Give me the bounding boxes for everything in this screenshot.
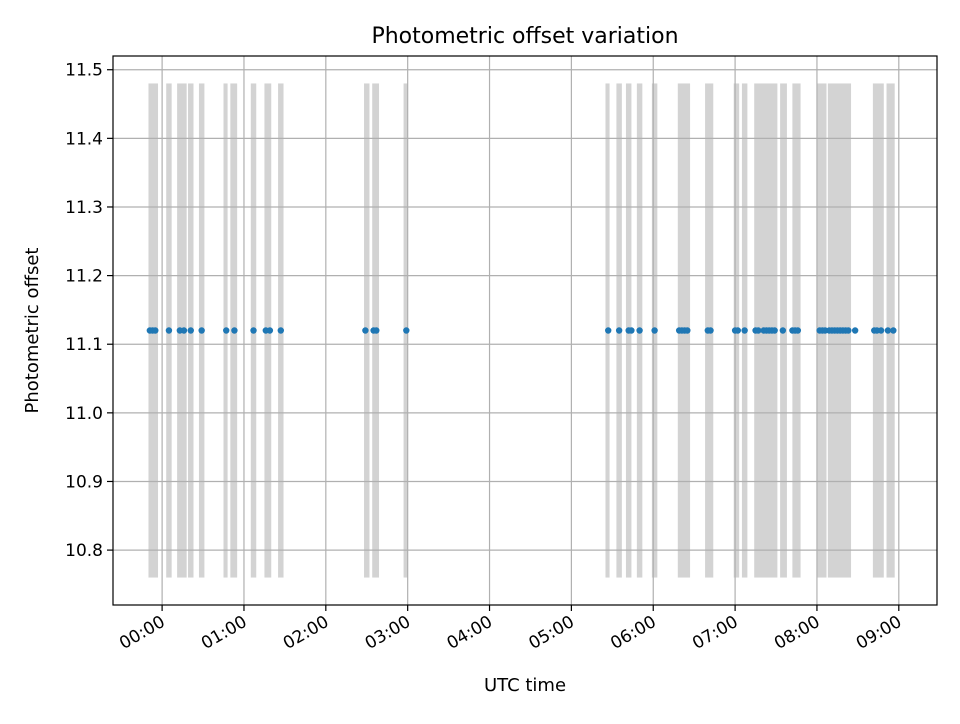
y-tick-label: 11.3 xyxy=(65,198,103,218)
x-axis-label: UTC time xyxy=(484,675,566,696)
y-tick-label: 11.2 xyxy=(65,267,103,287)
data-point xyxy=(890,327,897,334)
data-point xyxy=(362,327,369,334)
y-tick-label: 11.5 xyxy=(65,61,103,81)
y-tick-label: 11.1 xyxy=(65,335,103,355)
data-point xyxy=(231,327,238,334)
data-point xyxy=(734,327,742,334)
data-point xyxy=(707,327,714,334)
data-point xyxy=(223,327,230,334)
data-point xyxy=(277,327,285,334)
data-point xyxy=(615,327,623,334)
data-point xyxy=(771,327,778,334)
y-tick-label: 11.4 xyxy=(65,129,103,149)
y-tick-label: 10.8 xyxy=(65,541,103,561)
data-point xyxy=(851,327,859,334)
data-point xyxy=(755,327,762,334)
data-point xyxy=(198,327,205,334)
y-axis-label: Photometric offset xyxy=(22,248,43,414)
data-point xyxy=(180,327,188,334)
data-point xyxy=(845,327,852,334)
data-point xyxy=(187,327,194,334)
data-point xyxy=(403,327,410,334)
data-point xyxy=(884,327,892,334)
y-axis-ticks: 10.8 10.9 11.0 11.1 11.2 11.3 11.4 11.5 xyxy=(65,61,113,561)
data-point xyxy=(636,327,643,334)
grid-layer xyxy=(113,56,937,605)
data-point xyxy=(794,327,802,334)
chart-title: Photometric offset variation xyxy=(371,24,678,49)
data-point xyxy=(684,327,691,334)
data-point xyxy=(605,327,612,334)
data-point xyxy=(266,327,274,334)
data-point xyxy=(741,327,748,334)
data-point xyxy=(628,327,635,334)
data-point xyxy=(651,327,658,334)
plot-frame xyxy=(112,55,938,606)
data-point xyxy=(373,327,380,334)
data-point xyxy=(165,327,173,334)
data-point xyxy=(250,327,257,334)
y-tick-label: 10.9 xyxy=(65,472,103,492)
data-point xyxy=(877,327,885,334)
data-point xyxy=(152,327,159,334)
data-point xyxy=(779,327,787,334)
points-layer xyxy=(146,327,897,334)
y-tick-label: 11.0 xyxy=(65,404,103,424)
